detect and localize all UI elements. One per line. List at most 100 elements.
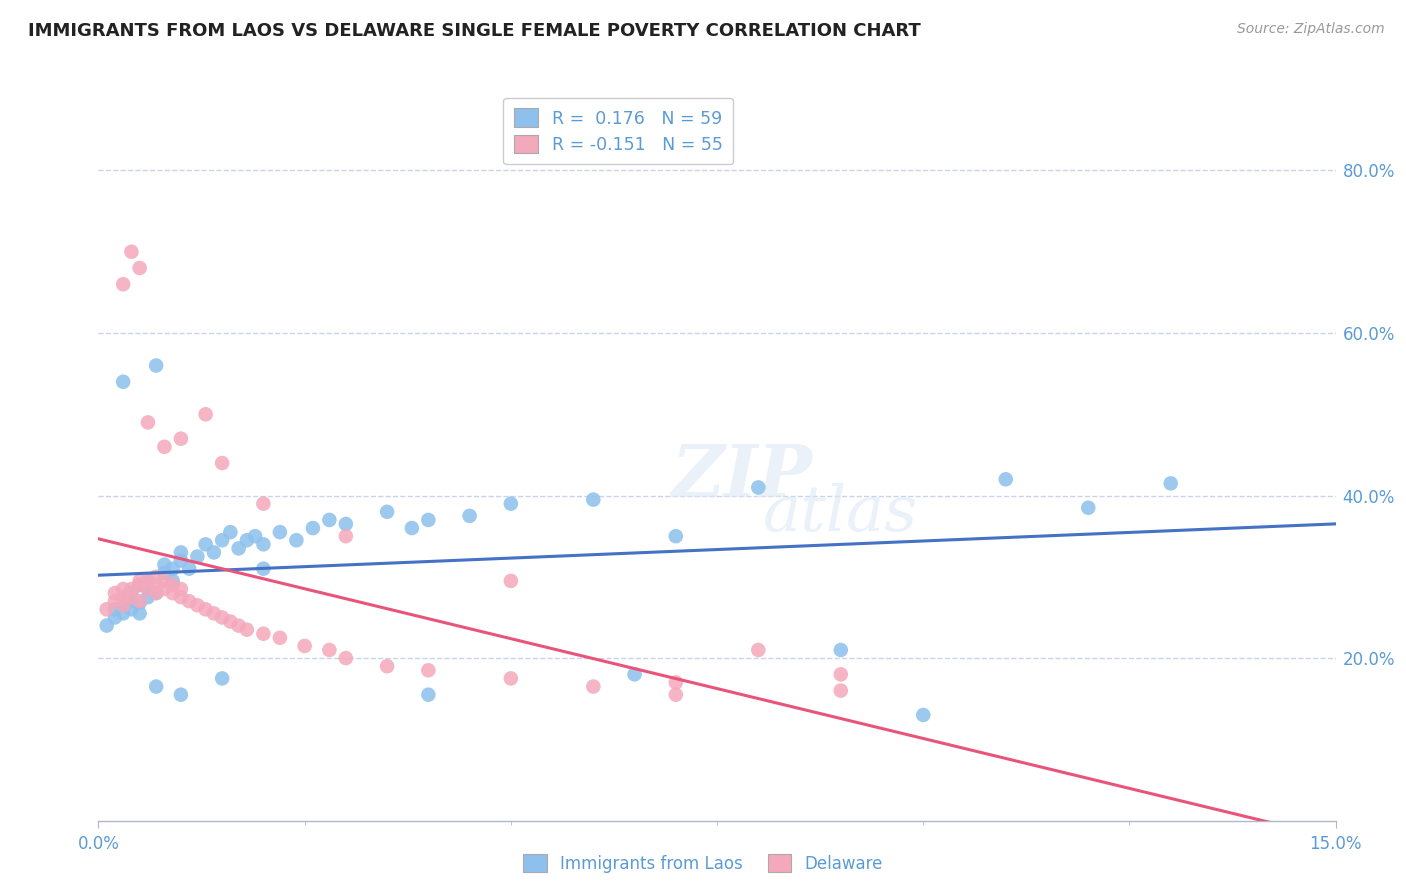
- Point: [112, 277, 135, 292]
- Point: [418, 663, 440, 677]
- Point: [912, 708, 935, 723]
- Point: [153, 440, 176, 454]
- Point: [252, 562, 274, 576]
- Point: [145, 586, 167, 600]
- Point: [202, 545, 225, 559]
- Point: [136, 416, 159, 430]
- Point: [194, 407, 217, 421]
- Point: [236, 533, 259, 548]
- Point: [211, 610, 233, 624]
- Point: [665, 529, 688, 543]
- Point: [104, 610, 127, 624]
- Point: [120, 244, 142, 259]
- Point: [128, 578, 150, 592]
- Point: [128, 578, 150, 592]
- Point: [747, 643, 769, 657]
- Point: [228, 618, 250, 632]
- Point: [145, 680, 167, 694]
- Legend: Immigrants from Laos, Delaware: Immigrants from Laos, Delaware: [516, 847, 890, 880]
- Point: [170, 582, 193, 596]
- Point: [194, 602, 217, 616]
- Point: [179, 594, 201, 608]
- Text: IMMIGRANTS FROM LAOS VS DELAWARE SINGLE FEMALE POVERTY CORRELATION CHART: IMMIGRANTS FROM LAOS VS DELAWARE SINGLE …: [28, 22, 921, 40]
- Point: [202, 607, 225, 621]
- Point: [211, 533, 233, 548]
- Point: [128, 596, 150, 610]
- Point: [136, 590, 159, 604]
- Point: [375, 659, 398, 673]
- Point: [830, 667, 852, 681]
- Point: [186, 599, 208, 613]
- Point: [318, 643, 340, 657]
- Point: [128, 578, 150, 592]
- Point: [104, 594, 127, 608]
- Point: [145, 570, 167, 584]
- Point: [162, 586, 184, 600]
- Point: [112, 599, 135, 613]
- Point: [145, 359, 167, 373]
- Point: [499, 497, 522, 511]
- Point: [186, 549, 208, 564]
- Text: atlas: atlas: [763, 483, 918, 544]
- Point: [104, 602, 127, 616]
- Point: [243, 529, 266, 543]
- Point: [128, 594, 150, 608]
- Point: [170, 432, 193, 446]
- Point: [401, 521, 423, 535]
- Point: [162, 578, 184, 592]
- Point: [96, 602, 118, 616]
- Point: [170, 553, 193, 567]
- Point: [269, 525, 291, 540]
- Point: [318, 513, 340, 527]
- Point: [747, 480, 769, 494]
- Point: [112, 607, 135, 621]
- Point: [170, 688, 193, 702]
- Point: [211, 672, 233, 686]
- Point: [104, 586, 127, 600]
- Point: [285, 533, 308, 548]
- Point: [375, 505, 398, 519]
- Point: [252, 537, 274, 551]
- Point: [623, 667, 645, 681]
- Point: [162, 574, 184, 588]
- Point: [418, 513, 440, 527]
- Point: [335, 529, 357, 543]
- Point: [96, 618, 118, 632]
- Point: [162, 562, 184, 576]
- Point: [136, 574, 159, 588]
- Legend: R =  0.176   N = 59, R = -0.151   N = 55: R = 0.176 N = 59, R = -0.151 N = 55: [503, 98, 733, 164]
- Point: [211, 456, 233, 470]
- Point: [120, 602, 142, 616]
- Point: [219, 615, 242, 629]
- Point: [665, 675, 688, 690]
- Point: [830, 643, 852, 657]
- Point: [228, 541, 250, 556]
- Y-axis label: Single Female Poverty: Single Female Poverty: [0, 363, 8, 547]
- Point: [458, 508, 481, 523]
- Point: [499, 574, 522, 588]
- Point: [120, 590, 142, 604]
- Point: [335, 651, 357, 665]
- Point: [145, 578, 167, 592]
- Point: [170, 545, 193, 559]
- Point: [994, 472, 1017, 486]
- Point: [418, 688, 440, 702]
- Point: [112, 582, 135, 596]
- Point: [294, 639, 316, 653]
- Point: [136, 582, 159, 596]
- Point: [136, 582, 159, 596]
- Point: [194, 537, 217, 551]
- Point: [112, 375, 135, 389]
- Point: [128, 607, 150, 621]
- Point: [252, 626, 274, 640]
- Point: [170, 590, 193, 604]
- Point: [302, 521, 325, 535]
- Point: [335, 516, 357, 531]
- Point: [112, 590, 135, 604]
- Point: [269, 631, 291, 645]
- Point: [153, 582, 176, 596]
- Point: [252, 497, 274, 511]
- Point: [145, 586, 167, 600]
- Point: [128, 574, 150, 588]
- Point: [136, 574, 159, 588]
